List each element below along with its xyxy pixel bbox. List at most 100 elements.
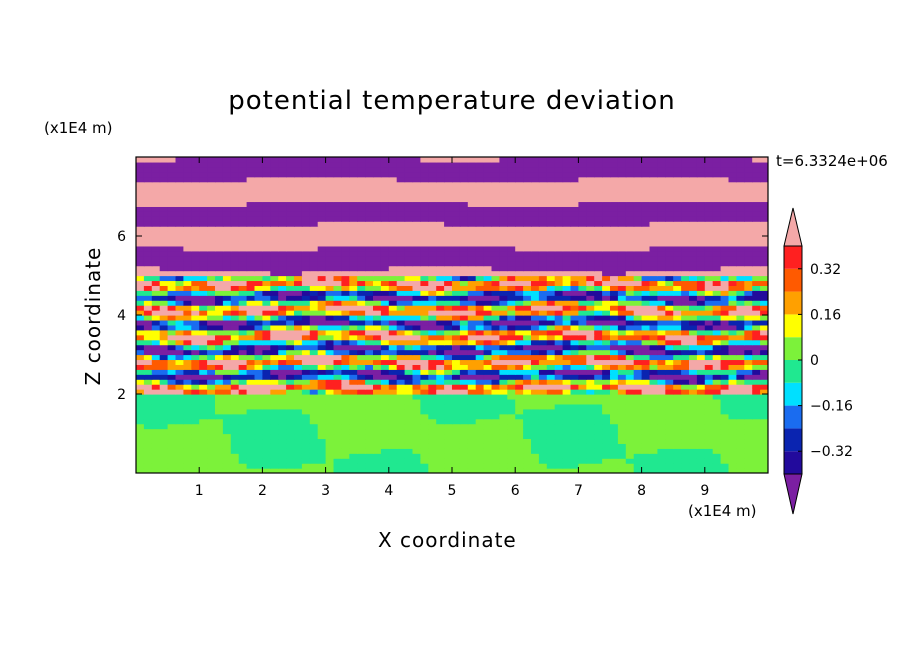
- field-cell: [483, 300, 493, 306]
- field-cell: [388, 423, 398, 430]
- field-cell: [136, 315, 145, 321]
- field-cell: [159, 374, 169, 380]
- field-cell: [578, 275, 587, 282]
- field-cell: [586, 295, 595, 301]
- field-cell: [475, 280, 485, 286]
- field-cell: [412, 319, 421, 326]
- field-cell: [286, 226, 295, 232]
- field-cell: [728, 359, 737, 365]
- field-cell: [617, 310, 627, 316]
- field-cell: [467, 453, 477, 459]
- field-cell: [633, 285, 643, 291]
- field-cell: [333, 448, 342, 454]
- field-cell: [207, 394, 216, 400]
- field-cell: [665, 389, 674, 395]
- field-cell: [657, 240, 666, 247]
- field-cell: [720, 211, 730, 217]
- field-cell: [531, 191, 540, 198]
- field-cell: [199, 463, 208, 469]
- field-cell: [230, 196, 240, 203]
- field-cell: [546, 176, 556, 183]
- field-cell: [191, 270, 200, 277]
- field-cell: [649, 458, 658, 464]
- field-cell: [594, 453, 603, 459]
- field-cell: [523, 226, 532, 232]
- field-cell: [222, 255, 232, 262]
- field-cell: [538, 211, 548, 217]
- field-cell: [720, 463, 730, 469]
- field-cell: [151, 413, 161, 420]
- field-cell: [309, 344, 319, 351]
- field-cell: [428, 226, 437, 232]
- field-cell: [380, 255, 390, 262]
- field-cell: [373, 379, 382, 385]
- field-cell: [649, 310, 658, 316]
- field-cell: [499, 226, 508, 232]
- field-cell: [349, 245, 358, 252]
- field-cell: [262, 374, 271, 380]
- field-cell: [689, 359, 698, 365]
- field-cell: [475, 191, 485, 198]
- field-cell: [396, 369, 406, 375]
- field-cell: [641, 295, 651, 301]
- field-cell: [301, 290, 311, 296]
- field-cell: [286, 453, 295, 459]
- field-cell: [254, 428, 263, 435]
- field-cell: [175, 270, 184, 277]
- field-cell: [523, 231, 532, 237]
- field-cell: [159, 310, 169, 316]
- field-cell: [246, 211, 256, 217]
- field-cell: [689, 181, 698, 188]
- field-cell: [657, 206, 666, 212]
- field-cell: [270, 211, 279, 217]
- field-cell: [207, 191, 216, 198]
- field-cell: [294, 231, 303, 237]
- field-cell: [183, 329, 192, 336]
- field-cell: [238, 280, 248, 286]
- field-cell: [681, 295, 690, 301]
- field-cell: [507, 403, 516, 410]
- field-cell: [649, 181, 658, 188]
- field-cell: [475, 310, 485, 316]
- field-cell: [388, 300, 398, 306]
- field-cell: [736, 423, 745, 430]
- field-cell: [499, 364, 508, 370]
- field-cell: [712, 354, 722, 361]
- field-cell: [649, 275, 658, 282]
- field-cell: [507, 364, 516, 370]
- field-cell: [262, 176, 271, 183]
- field-cell: [728, 379, 737, 385]
- field-cell: [475, 305, 485, 311]
- field-cell: [633, 305, 643, 311]
- field-cell: [728, 280, 737, 286]
- field-cell: [325, 250, 335, 257]
- field-cell: [215, 181, 224, 188]
- field-cell: [404, 186, 414, 193]
- field-cell: [191, 394, 200, 400]
- field-cell: [420, 334, 429, 341]
- field-cell: [538, 423, 548, 430]
- field-cell: [752, 349, 761, 356]
- field-cell: [396, 240, 406, 247]
- field-cell: [286, 260, 295, 267]
- field-cell: [404, 300, 414, 306]
- field-cell: [681, 176, 690, 183]
- field-cell: [167, 408, 177, 415]
- field-cell: [151, 171, 161, 178]
- field-cell: [704, 236, 714, 242]
- field-cell: [602, 398, 611, 405]
- field-cell: [483, 413, 493, 420]
- field-cell: [199, 181, 208, 188]
- field-cell: [136, 305, 145, 311]
- field-cell: [586, 186, 595, 193]
- field-cell: [602, 270, 611, 277]
- field-cell: [507, 433, 516, 440]
- field-cell: [760, 364, 768, 370]
- field-cell: [380, 394, 390, 400]
- field-cell: [538, 236, 548, 242]
- field-cell: [159, 315, 169, 321]
- field-cell: [673, 349, 682, 356]
- field-cell: [254, 211, 263, 217]
- field-cell: [333, 433, 342, 440]
- field-cell: [657, 176, 666, 183]
